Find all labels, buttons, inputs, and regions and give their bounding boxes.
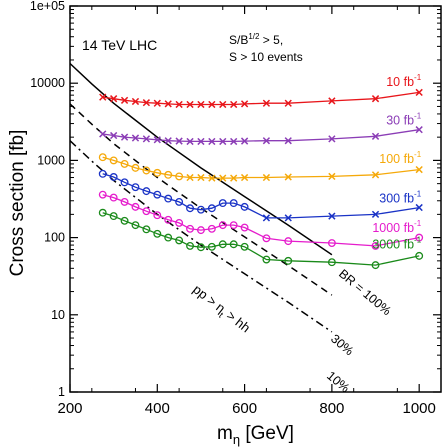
x-axis-label-unit: [GeV] bbox=[240, 423, 294, 444]
x-tick-label: 400 bbox=[145, 400, 170, 417]
br-30-curve bbox=[70, 104, 332, 295]
legend-label-1000-fb: 1000 fb-1 bbox=[372, 219, 421, 235]
series-10-line bbox=[103, 92, 420, 104]
legend-label-300-exponent: -1 bbox=[414, 189, 422, 198]
legend-label-10-text: 10 fb bbox=[386, 75, 414, 89]
x-axis-label-main: m bbox=[217, 423, 233, 444]
y-tick-label: 1 bbox=[58, 385, 65, 399]
x-tick-label: 800 bbox=[319, 400, 344, 417]
y-axis-label: Cross section [fb] bbox=[7, 130, 28, 277]
x-tick-label: 200 bbox=[57, 400, 82, 417]
br-10-curve bbox=[70, 141, 332, 332]
x-tick-label: 600 bbox=[232, 400, 257, 417]
condition-line-1: S/B1/2 > 5, bbox=[229, 32, 283, 47]
process-label: pp > ηt > hh bbox=[188, 282, 253, 338]
series-100-line bbox=[103, 157, 420, 178]
legend-label-3000-text: 3000 fb bbox=[372, 238, 414, 252]
series-100-fb bbox=[99, 154, 422, 181]
x-axis-label: mη [GeV] bbox=[217, 423, 294, 447]
legend-label-10-exponent: -1 bbox=[414, 73, 422, 82]
condition-line-2: S > 10 events bbox=[229, 50, 303, 64]
legend-label-3000-fb: 3000 fb-1 bbox=[372, 236, 421, 252]
br-30-label: 30% bbox=[328, 332, 356, 359]
legend-label-30-exponent: -1 bbox=[414, 112, 422, 121]
br-100-label: BR = 100% bbox=[336, 267, 394, 319]
process-final: > hh bbox=[221, 306, 253, 336]
legend-label-100-exponent: -1 bbox=[414, 150, 422, 159]
legend-label-30-fb: 30 fb-1 bbox=[386, 112, 421, 128]
legend-label-300-text: 300 fb bbox=[379, 191, 414, 205]
condition-sb-exponent: 1/2 bbox=[248, 32, 260, 41]
legend-label-300-fb: 300 fb-1 bbox=[379, 189, 421, 205]
y-tick-label: 1e+05 bbox=[30, 0, 65, 13]
legend-label-100-fb: 100 fb-1 bbox=[379, 150, 421, 166]
condition-sb-bound: > 5, bbox=[259, 33, 283, 47]
series-layer: 10 fb-130 fb-1100 fb-1300 fb-11000 fb-13… bbox=[99, 73, 422, 268]
y-tick-label: 1000 bbox=[37, 153, 65, 167]
y-tick-label: 10000 bbox=[30, 76, 65, 90]
condition-sb: S/B bbox=[229, 33, 248, 47]
y-tick-label: 100 bbox=[44, 231, 65, 245]
legend-label-30-text: 30 fb bbox=[386, 114, 414, 128]
legend-label-1000-exponent: -1 bbox=[414, 219, 422, 228]
legend-label-1000-text: 1000 fb bbox=[372, 221, 414, 235]
legend-label-3000-exponent: -1 bbox=[414, 236, 422, 245]
x-tick-label: 1000 bbox=[402, 400, 435, 417]
y-tick-label: 10 bbox=[51, 308, 65, 322]
series-10-fb bbox=[100, 89, 423, 107]
legend-label-100-text: 100 fb bbox=[379, 152, 414, 166]
energy-label: 14 TeV LHC bbox=[82, 37, 157, 53]
x-axis-label-subscript: η bbox=[233, 432, 240, 447]
reference-curves: BR = 100%30%10% bbox=[70, 64, 394, 396]
legend-label-10-fb: 10 fb-1 bbox=[386, 73, 421, 89]
